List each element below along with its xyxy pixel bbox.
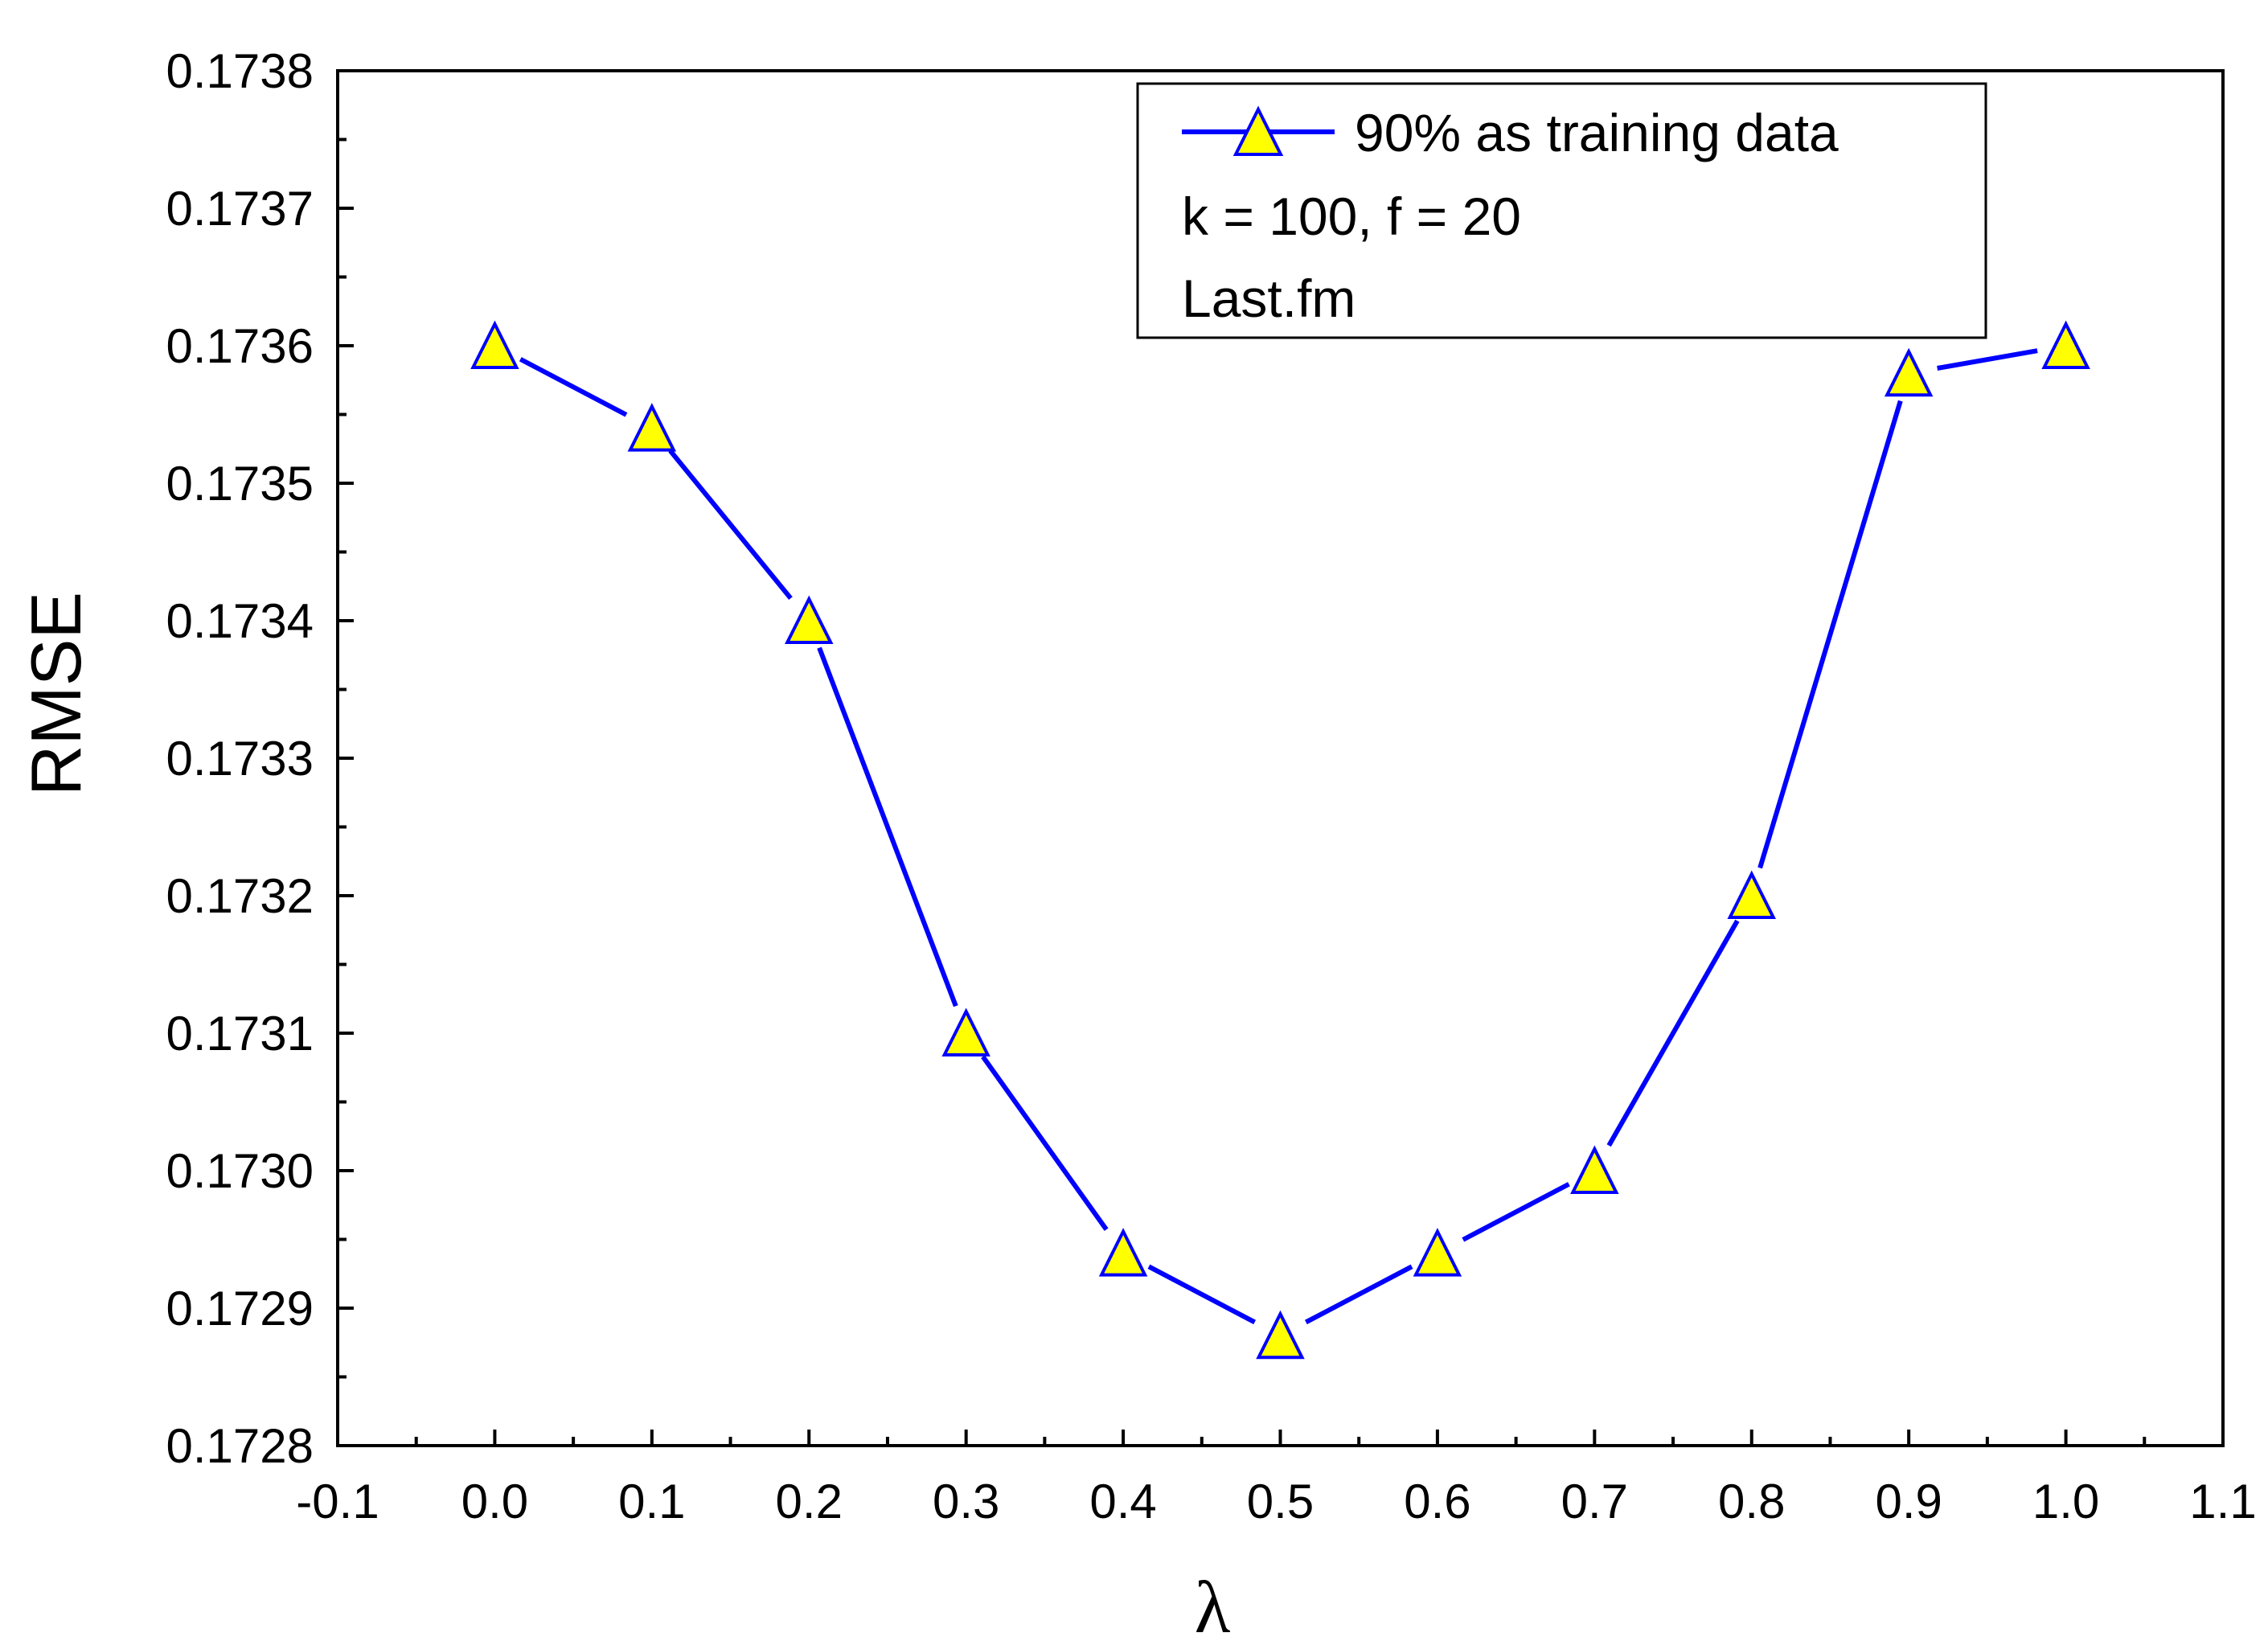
data-point-marker [941, 1007, 990, 1056]
series-layer [470, 320, 2090, 1360]
data-point-marker [1413, 1228, 1462, 1277]
y-tick-label: 0.1732 [166, 869, 314, 923]
x-tick-label: 0.5 [1247, 1475, 1314, 1528]
y-tick-label: 0.1737 [166, 182, 314, 236]
x-tick-label: -0.1 [296, 1475, 379, 1528]
y-axis-title: RMSE [16, 592, 96, 796]
y-tick-label: 0.1728 [166, 1419, 314, 1473]
y-tick-label: 0.1734 [166, 594, 314, 648]
series-line-segment [1757, 400, 1903, 869]
legend-series-name: 90% as training data [1355, 103, 1839, 162]
legend: 90% as training data k = 100, f = 20 Las… [1136, 82, 1987, 339]
data-point-marker [785, 595, 834, 644]
x-tick-label: 0.2 [776, 1475, 843, 1528]
data-point-marker [1570, 1145, 1619, 1194]
x-tick-label: 0.4 [1089, 1475, 1156, 1528]
annotation-parameters: k = 100, f = 20 [1182, 187, 1521, 246]
x-axis-title: λ [1195, 1566, 1231, 1641]
x-tick-label: 0.1 [618, 1475, 685, 1528]
series-line-segment [1462, 1182, 1570, 1242]
data-point-marker [627, 403, 677, 452]
series-line-segment [1147, 1264, 1257, 1325]
series-line-segment [1937, 348, 2038, 371]
x-tick-label: 1.0 [2032, 1475, 2099, 1528]
x-tick-label: 0.8 [1718, 1475, 1785, 1528]
series-line-segment [1304, 1264, 1413, 1325]
data-point-marker [1098, 1228, 1148, 1277]
x-tick-label: 0.0 [461, 1475, 528, 1528]
series-line-segment [981, 1055, 1109, 1232]
x-tick-label: 0.3 [933, 1475, 999, 1528]
y-tick-label: 0.1736 [166, 319, 314, 373]
data-point-marker [2041, 320, 2090, 369]
y-tick-label: 0.1730 [166, 1144, 314, 1198]
data-point-marker [1727, 870, 1776, 919]
x-tick-label: 0.7 [1561, 1475, 1628, 1528]
legend-box [1136, 82, 1987, 339]
data-point-marker [470, 320, 519, 369]
annotation-dataset: Last.fm [1182, 269, 1355, 328]
x-tick-label: 1.1 [2189, 1475, 2256, 1528]
data-point-marker [1884, 347, 1934, 397]
x-tick-label: 0.9 [1875, 1475, 1942, 1528]
y-tick-label: 0.1731 [166, 1007, 314, 1060]
y-tick-label: 0.1729 [166, 1282, 314, 1335]
series-line-segment [519, 357, 628, 417]
series-line-segment [1606, 919, 1740, 1147]
y-tick-label: 0.1738 [166, 44, 314, 98]
x-tick-label: 0.6 [1404, 1475, 1470, 1528]
series-line-segment [668, 449, 793, 601]
series-line-segment [817, 646, 958, 1007]
y-tick-label: 0.1733 [166, 732, 314, 786]
legend-series-marker [1232, 105, 1284, 156]
data-point-marker [1256, 1310, 1305, 1360]
axes: -0.1 0.0 0.1 0.2 0.3 0.4 0.5 0.6 0.7 0.8 0.9 1.0 1.1… [166, 44, 2256, 1528]
y-tick-label: 0.1735 [166, 457, 314, 511]
